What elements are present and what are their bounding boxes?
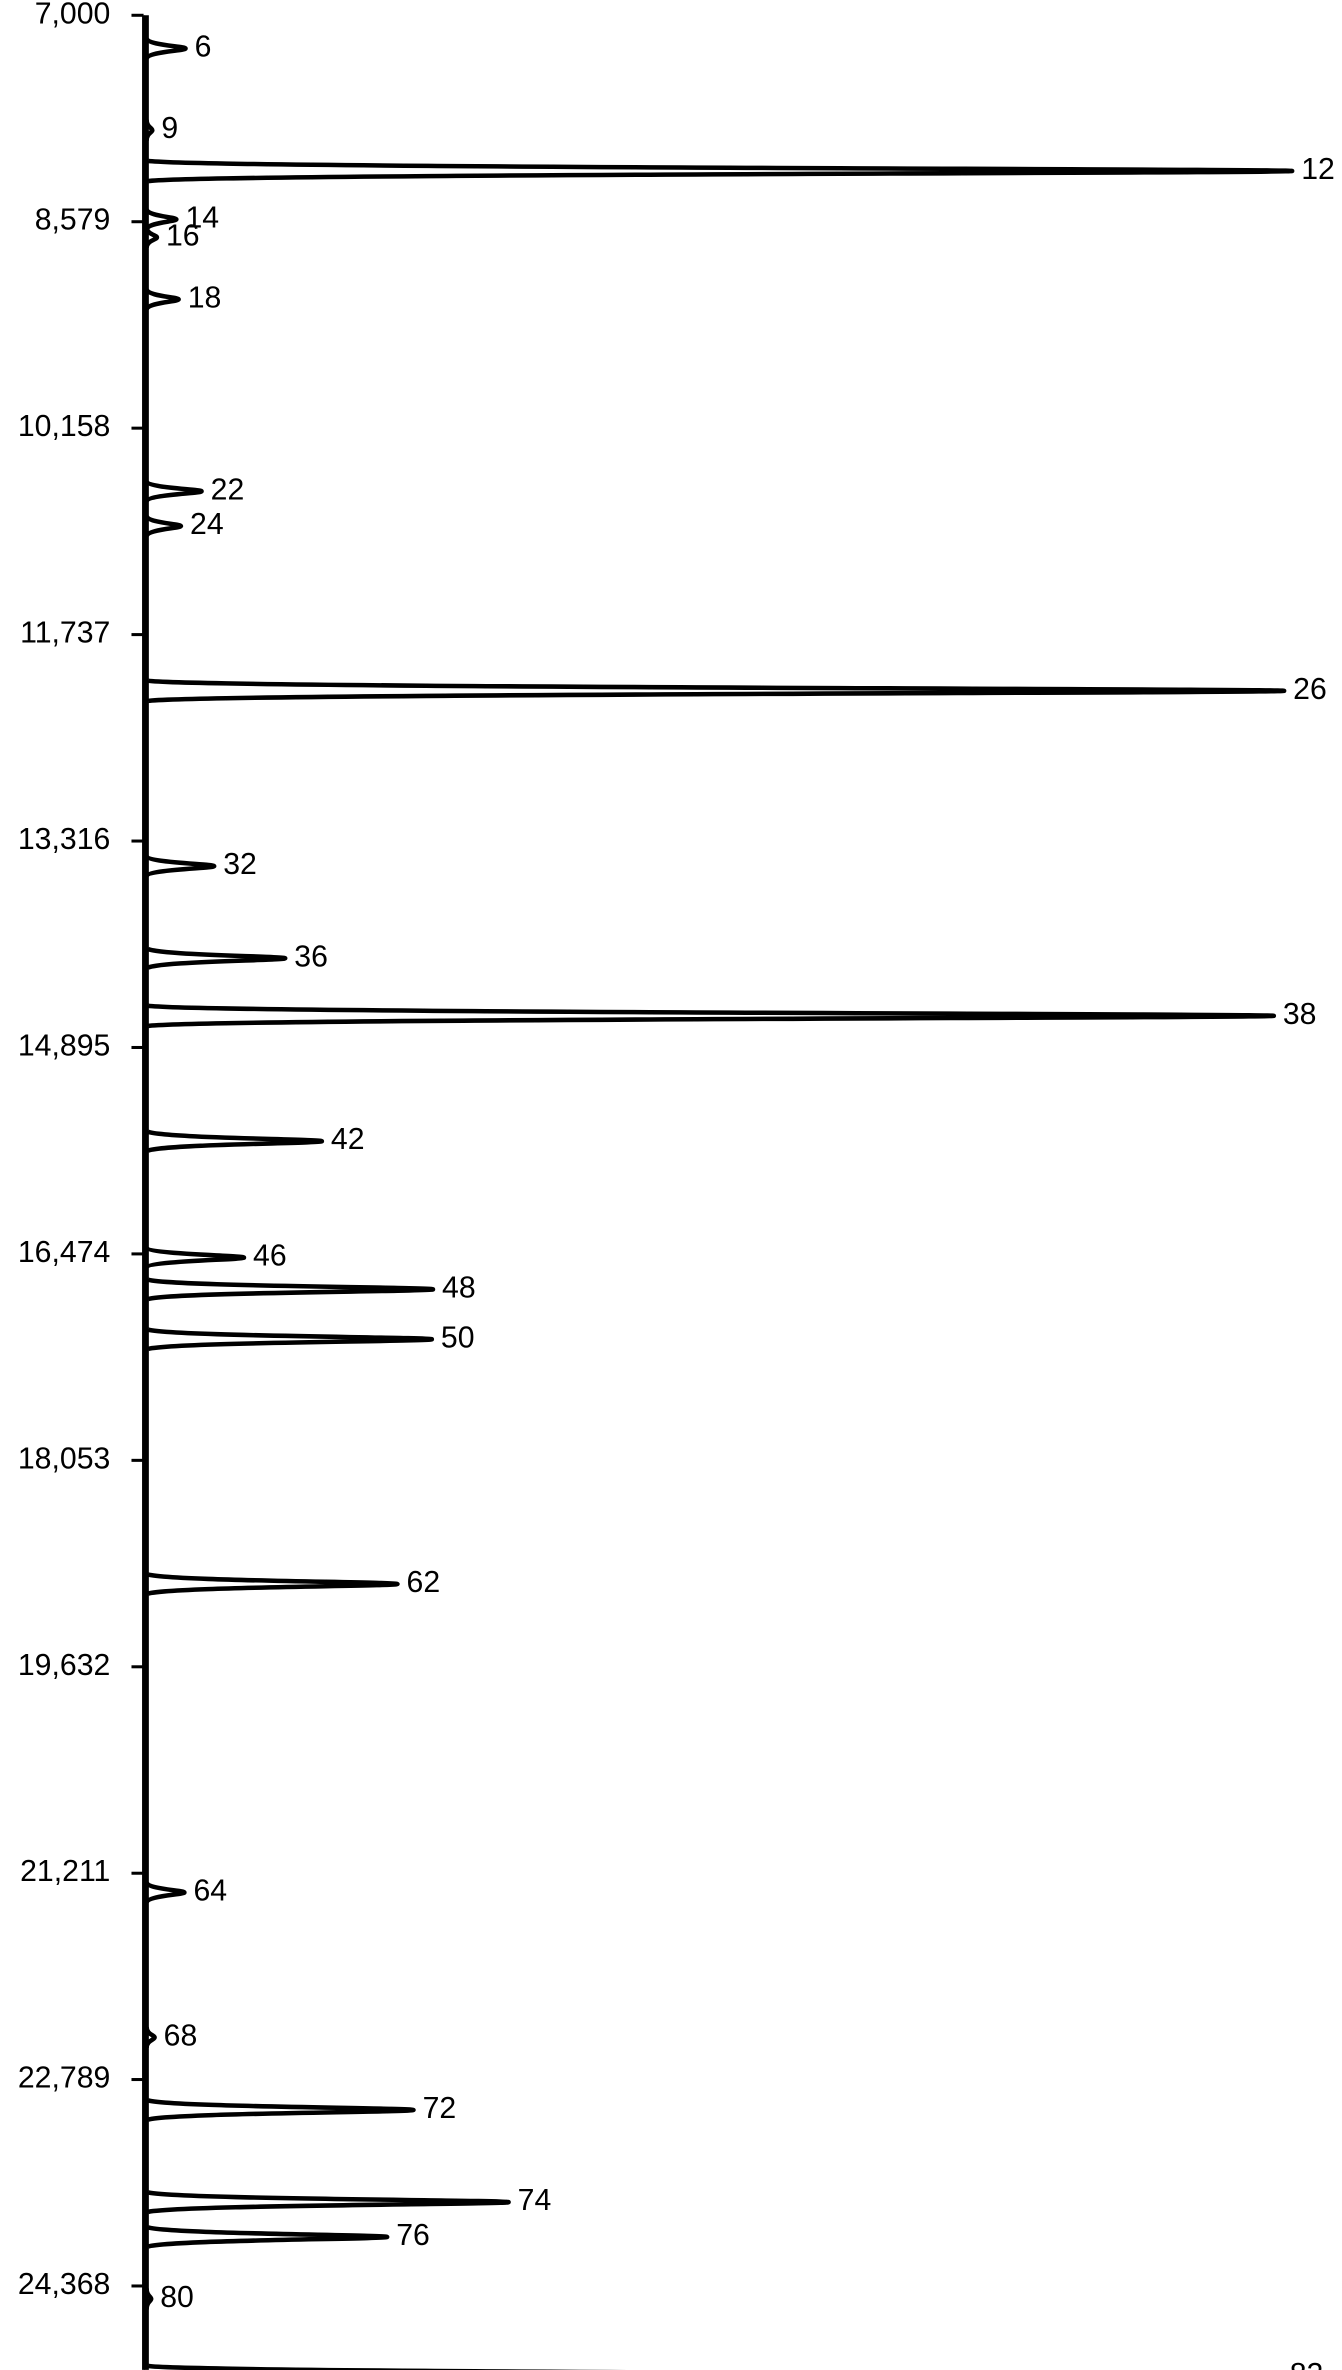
peak-label: 42 (331, 1123, 365, 1156)
peak-label: 24 (190, 508, 224, 541)
tick-label: 10,158 (18, 410, 110, 443)
peak-label: 6 (195, 30, 212, 63)
tick-label: 19,632 (18, 1649, 110, 1682)
peak-label: 36 (294, 940, 328, 973)
tick-label: 13,316 (18, 823, 110, 856)
peak (144, 2189, 511, 2215)
peak-label: 48 (442, 1271, 476, 1304)
peak (144, 1003, 1277, 1029)
peak-label: 74 (518, 2184, 552, 2217)
peak-label: 76 (396, 2219, 430, 2252)
peak-label: 38 (1283, 998, 1317, 1031)
tick-label: 18,053 (18, 1442, 110, 1475)
peak (144, 2224, 390, 2250)
peak-label: 68 (164, 2019, 198, 2052)
peak (144, 36, 188, 61)
tick-label: 24,368 (18, 2268, 110, 2301)
peak-label: 26 (1293, 673, 1327, 706)
peak (144, 1880, 187, 1905)
peak (144, 853, 217, 879)
peak-label: 22 (211, 473, 245, 506)
tick-label: 22,789 (18, 2062, 110, 2095)
tick-label: 8,579 (35, 204, 111, 237)
peak (144, 158, 1295, 184)
peak (144, 1326, 435, 1353)
peak (144, 119, 155, 141)
tick-label: 11,737 (20, 617, 110, 650)
peak (144, 2097, 416, 2123)
peak-label: 82 (1290, 2358, 1324, 2370)
peak (144, 945, 288, 972)
peak (144, 1571, 400, 1597)
peak-label: 12 (1301, 153, 1335, 186)
peak (144, 1276, 436, 1303)
peak-label: 64 (193, 1874, 227, 1907)
peak-label: 80 (160, 2281, 194, 2314)
peak (144, 478, 204, 505)
peak (144, 2363, 623, 2370)
tick-label: 7,000 (35, 0, 111, 30)
peak-label: 62 (407, 1566, 441, 1599)
peak (144, 1244, 247, 1271)
peak (144, 2288, 154, 2310)
peak-label: 18 (188, 281, 222, 314)
peak (144, 226, 160, 249)
peak-label: 9 (161, 112, 178, 145)
peak (144, 287, 181, 312)
peak (144, 2026, 157, 2049)
peak-label: 50 (441, 1321, 475, 1354)
peak (144, 1128, 325, 1155)
peak-label: 16 (166, 219, 200, 252)
peak (144, 514, 184, 538)
tick-label: 14,895 (18, 1029, 110, 1062)
peak (144, 207, 179, 231)
tick-label: 21,211 (20, 1855, 110, 1888)
peak-label: 32 (223, 848, 257, 881)
peak-label: 14 (185, 201, 219, 234)
peak (144, 677, 1287, 704)
peak-label: 72 (423, 2092, 457, 2125)
peak-label: 46 (253, 1240, 287, 1273)
tick-label: 16,474 (18, 1236, 110, 1269)
